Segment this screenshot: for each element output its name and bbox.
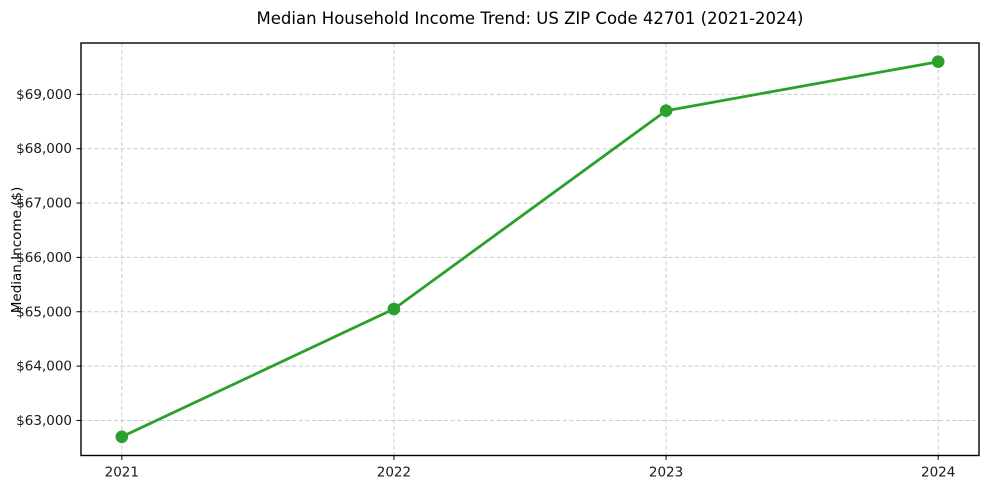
axis-tick-labels: $63,000 $64,000 $65,000 $66,000 $67,000 $68,0… (16, 87, 955, 481)
trend-line (120, 60, 940, 439)
y-tick-label: $68,000 (16, 141, 72, 157)
y-tick-label: $63,000 (16, 413, 72, 429)
plot-border (80, 42, 980, 457)
y-tick-label: $66,000 (16, 250, 72, 266)
y-tick-label: $69,000 (16, 87, 72, 103)
gridlines (81, 43, 979, 456)
line-series (115, 55, 945, 444)
y-tick-label: $64,000 (16, 359, 72, 375)
axis-ticks (76, 93, 939, 460)
x-tick-label: 2023 (649, 465, 683, 481)
data-point-2024 (931, 55, 945, 68)
data-point-2022 (387, 302, 401, 316)
chart-title: Median Household Income Trend: US ZIP Co… (256, 9, 804, 28)
x-tick-label: 2024 (921, 465, 955, 481)
data-point-2023 (659, 104, 673, 117)
x-tick-label: 2022 (377, 465, 411, 481)
x-tick-label: 2021 (105, 465, 139, 481)
y-tick-label: $65,000 (16, 304, 72, 320)
data-point-2021 (115, 430, 129, 444)
y-tick-label: $67,000 (16, 196, 72, 212)
